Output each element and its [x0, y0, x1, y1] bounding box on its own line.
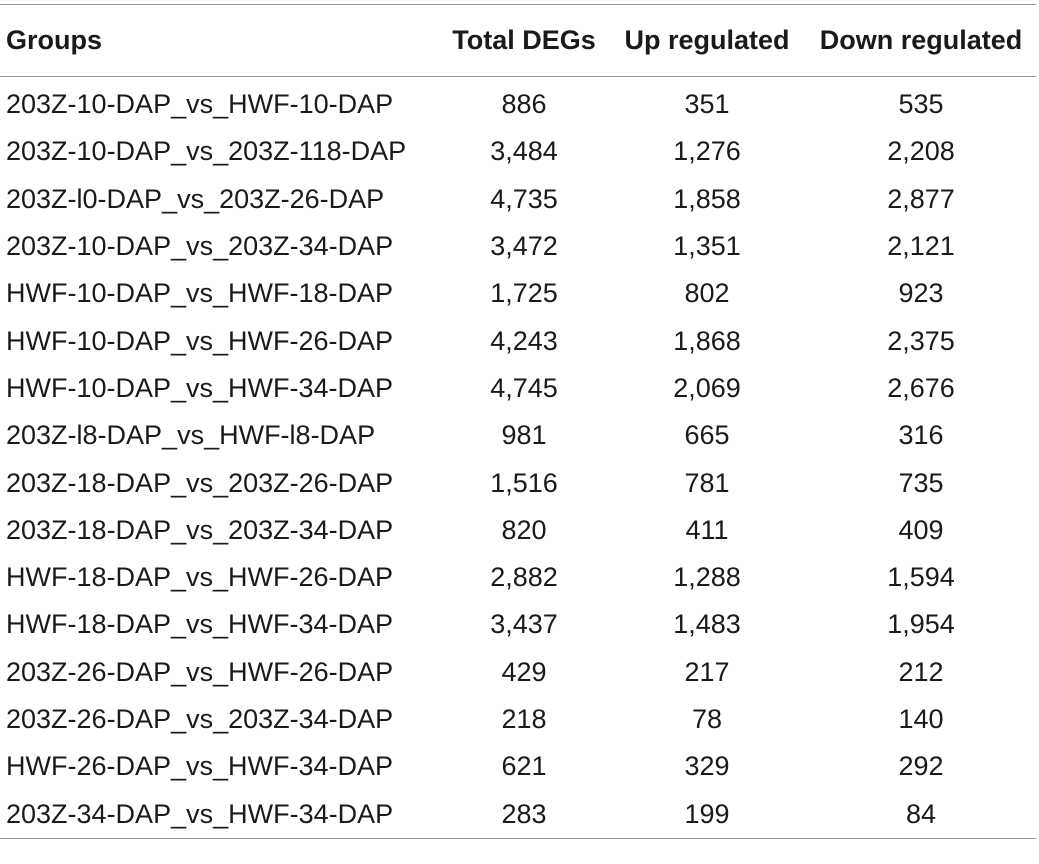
table-row: 203Z-l0-DAP_vs_203Z-26-DAP 4,735 1,858 2,87…: [0, 176, 1036, 223]
total-degs-cell: 3,484: [490, 136, 558, 167]
up-regulated-cell: 217: [684, 656, 730, 687]
total-degs-cell: 1,516: [490, 467, 558, 498]
table-row: 203Z-26-DAP_vs_203Z-34-DAP 218 78 140: [0, 696, 1036, 743]
table-row: 203Z-10-DAP_vs_HWF-10-DAP 886 351 535: [0, 77, 1036, 129]
total-degs-cell: 4,745: [490, 372, 558, 403]
total-degs-cell: 3,472: [490, 231, 558, 262]
header-groups: Groups: [0, 5, 440, 77]
down-regulated-cell: 84: [905, 798, 937, 829]
down-regulated-cell: 735: [898, 467, 944, 498]
table-row: 203Z-10-DAP_vs_203Z-118-DAP 3,484 1,276 2,2…: [0, 128, 1036, 175]
header-up-regulated: Up regulated: [608, 5, 806, 77]
table-row: 203Z-18-DAP_vs_203Z-34-DAP 820 411 409: [0, 507, 1036, 554]
up-regulated-cell: 78: [691, 704, 723, 734]
up-regulated-cell: 199: [684, 798, 730, 829]
total-degs-cell: 4,735: [490, 183, 558, 214]
table-row: 203Z-34-DAP_vs_HWF-34-DAP 283 199 84: [0, 790, 1036, 837]
table-header: Groups Total DEGs Up regulated Down regu…: [0, 5, 1036, 77]
header-row: Groups Total DEGs Up regulated Down regu…: [0, 5, 1036, 77]
up-regulated-cell: 351: [684, 89, 730, 120]
table-row: HWF-10-DAP_vs_HWF-34-DAP 4,745 2,069 2,676: [0, 365, 1036, 412]
up-regulated-cell: 1,351: [673, 231, 741, 262]
group-cell: HWF-10-DAP_vs_HWF-34-DAP: [6, 372, 394, 403]
deg-table-container: Groups Total DEGs Up regulated Down regu…: [0, 4, 1036, 839]
total-degs-cell: 886: [501, 89, 547, 120]
up-regulated-cell: 329: [684, 751, 730, 782]
table-row: 203Z-10-DAP_vs_203Z-34-DAP 3,472 1,351 2,12…: [0, 223, 1036, 270]
down-regulated-cell: 2,877: [887, 183, 955, 214]
group-cell: 203Z-10-DAP_vs_203Z-34-DAP: [6, 231, 394, 262]
group-cell: 203Z-l8-DAP_vs_HWF-l8-DAP: [6, 420, 376, 451]
down-regulated-cell: 2,375: [887, 325, 955, 356]
table-row: HWF-26-DAP_vs_HWF-34-DAP 621 329 292: [0, 743, 1036, 790]
up-regulated-cell: 2,069: [673, 372, 741, 403]
down-regulated-cell: 2,121: [887, 231, 955, 262]
group-cell: HWF-26-DAP_vs_HWF-34-DAP: [6, 751, 394, 782]
down-regulated-cell: 923: [898, 278, 944, 309]
deg-table: Groups Total DEGs Up regulated Down regu…: [0, 5, 1036, 838]
group-cell: 203Z-10-DAP_vs_HWF-10-DAP: [6, 89, 394, 120]
total-degs-cell: 1,725: [490, 278, 558, 309]
down-regulated-cell: 212: [898, 656, 944, 687]
table-row: HWF-10-DAP_vs_HWF-18-DAP 1,725 802 923: [0, 270, 1036, 317]
total-degs-cell: 2,882: [490, 562, 558, 593]
group-cell: HWF-10-DAP_vs_HWF-18-DAP: [6, 278, 394, 309]
down-regulated-cell: 2,208: [887, 136, 955, 167]
group-cell: 203Z-18-DAP_vs_203Z-26-DAP: [6, 467, 394, 498]
header-total-degs: Total DEGs: [440, 5, 608, 77]
up-regulated-cell: 1,276: [673, 136, 741, 167]
down-regulated-cell: 2,676: [887, 372, 955, 403]
group-cell: 203Z-18-DAP_vs_203Z-34-DAP: [6, 514, 394, 545]
header-down-regulated: Down regulated: [806, 5, 1036, 77]
table-row: 203Z-18-DAP_vs_203Z-26-DAP 1,516 781 735: [0, 459, 1036, 506]
group-cell: 203Z-34-DAP_vs_HWF-34-DAP: [6, 798, 394, 829]
total-degs-cell: 429: [501, 656, 547, 687]
up-regulated-cell: 1,858: [673, 183, 741, 214]
table-row: HWF-18-DAP_vs_HWF-34-DAP 3,437 1,483 1,954: [0, 601, 1036, 648]
total-degs-cell: 218: [501, 704, 547, 734]
total-degs-cell: 621: [501, 751, 547, 782]
table-row: 203Z-l8-DAP_vs_HWF-l8-DAP 981 665 316: [0, 412, 1036, 459]
table-row: HWF-10-DAP_vs_HWF-26-DAP 4,243 1,868 2,375: [0, 317, 1036, 364]
down-regulated-cell: 409: [898, 514, 944, 545]
up-regulated-cell: 1,288: [673, 562, 741, 593]
group-cell: 203Z-26-DAP_vs_HWF-26-DAP: [6, 656, 394, 687]
down-regulated-cell: 316: [898, 420, 944, 451]
total-degs-cell: 3,437: [490, 609, 558, 640]
down-regulated-cell: 140: [898, 704, 944, 734]
group-cell: HWF-18-DAP_vs_HWF-34-DAP: [6, 609, 394, 640]
up-regulated-cell: 1,868: [673, 325, 741, 356]
up-regulated-cell: 665: [684, 420, 730, 451]
up-regulated-cell: 1,483: [673, 609, 741, 640]
down-regulated-cell: 1,594: [887, 562, 955, 593]
up-regulated-cell: 802: [684, 278, 730, 309]
total-degs-cell: 981: [501, 420, 547, 451]
total-degs-cell: 820: [501, 514, 547, 545]
down-regulated-cell: 535: [898, 89, 944, 120]
group-cell: HWF-10-DAP_vs_HWF-26-DAP: [6, 325, 394, 356]
group-cell: HWF-18-DAP_vs_HWF-26-DAP: [6, 562, 394, 593]
down-regulated-cell: 292: [898, 751, 944, 782]
up-regulated-cell: 781: [684, 467, 730, 498]
group-cell: 203Z-l0-DAP_vs_203Z-26-DAP: [6, 183, 385, 214]
table-row: 203Z-26-DAP_vs_HWF-26-DAP 429 217 212: [0, 649, 1036, 696]
group-cell: 203Z-26-DAP_vs_203Z-34-DAP: [6, 704, 394, 734]
total-degs-cell: 4,243: [490, 325, 558, 356]
down-regulated-cell: 1,954: [887, 609, 955, 640]
table-body: 203Z-10-DAP_vs_HWF-10-DAP 886 351 535 203Z-1…: [0, 77, 1036, 838]
up-regulated-cell: 411: [685, 514, 729, 545]
table-row: HWF-18-DAP_vs_HWF-26-DAP 2,882 1,288 1,594: [0, 554, 1036, 601]
total-degs-cell: 283: [501, 798, 547, 829]
group-cell: 203Z-10-DAP_vs_203Z-118-DAP: [6, 136, 407, 167]
